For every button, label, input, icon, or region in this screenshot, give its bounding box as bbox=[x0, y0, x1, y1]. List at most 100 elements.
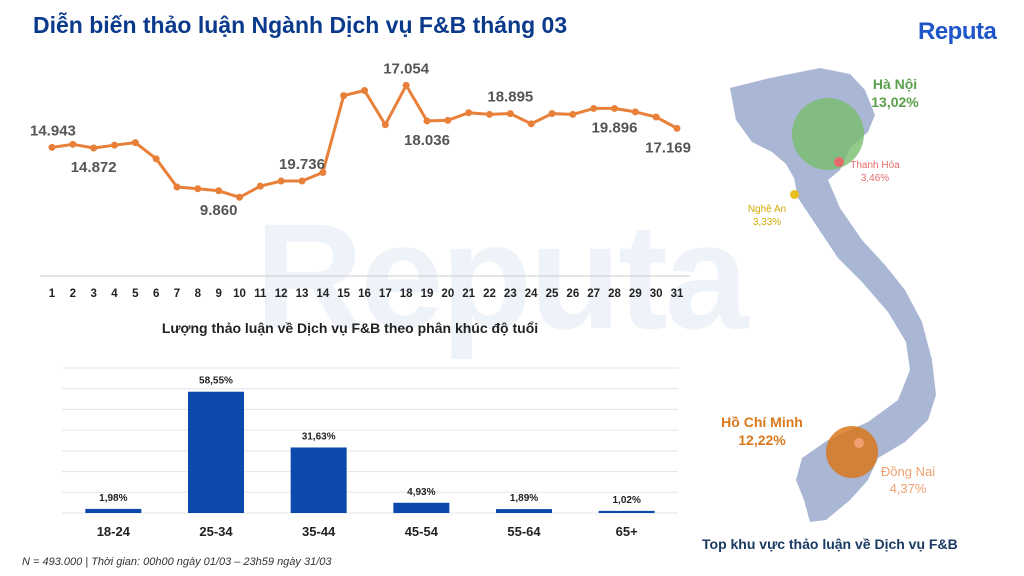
data-point bbox=[131, 139, 139, 147]
data-label: 19.896 bbox=[592, 119, 638, 136]
x-category-label: 45-54 bbox=[405, 524, 439, 539]
nghean-dot bbox=[790, 190, 799, 199]
data-point bbox=[340, 92, 348, 100]
data-label: 9.860 bbox=[200, 202, 238, 219]
x-tick-label: 22 bbox=[483, 288, 496, 300]
dongnai-value: 4,37% bbox=[889, 481, 927, 496]
data-label: 17.169 bbox=[645, 139, 691, 156]
nghean-value: 3,33% bbox=[752, 217, 782, 228]
hcm-value: 12,22% bbox=[738, 432, 786, 448]
x-tick-label: 30 bbox=[650, 288, 663, 300]
x-tick-label: 1 bbox=[49, 288, 56, 300]
data-label: 14.872 bbox=[71, 159, 117, 176]
data-point bbox=[527, 120, 535, 128]
data-point bbox=[381, 121, 389, 129]
x-tick-label: 7 bbox=[174, 288, 180, 300]
thanhhoa-name: Thanh Hóa bbox=[850, 160, 900, 171]
data-point bbox=[298, 177, 306, 185]
x-tick-label: 28 bbox=[608, 288, 621, 300]
x-tick-label: 3 bbox=[90, 288, 96, 300]
data-point bbox=[277, 177, 285, 185]
x-category-label: 18-24 bbox=[97, 524, 131, 539]
age-segment-bar-chart: 1,98% 18-24 58,55% 25-34 31,63% 35-44 4,93% 45-… bbox=[62, 367, 678, 539]
x-tick-label: 24 bbox=[525, 288, 538, 300]
map-region-markers bbox=[700, 60, 1020, 530]
x-category-label: 25-34 bbox=[199, 524, 233, 539]
daily-discussion-line-chart: 1 2 3 4 5 6 7 8 9 10 11 12 13 14 15 16 17 18 19 20 21 22 23 24 2… bbox=[30, 60, 691, 300]
x-tick-label: 31 bbox=[671, 288, 684, 300]
reputa-logo: Reputa bbox=[918, 18, 997, 45]
data-point bbox=[319, 169, 327, 176]
data-point bbox=[611, 104, 618, 112]
data-point bbox=[486, 110, 493, 118]
x-tick-label: 20 bbox=[441, 288, 454, 300]
data-point bbox=[548, 110, 556, 118]
hanoi-value: 13,02% bbox=[871, 94, 919, 110]
bar-value-label: 1,02% bbox=[612, 495, 640, 506]
x-tick-label: 10 bbox=[233, 288, 246, 300]
x-tick-label: 18 bbox=[400, 288, 413, 300]
x-tick-label: 15 bbox=[337, 288, 350, 300]
x-tick-label: 8 bbox=[195, 288, 202, 300]
data-point bbox=[590, 104, 598, 112]
x-tick-label: 23 bbox=[504, 288, 517, 300]
data-point bbox=[152, 155, 160, 163]
data-point bbox=[256, 182, 264, 190]
data-point bbox=[402, 81, 410, 89]
bar-value-label: 1,98% bbox=[99, 493, 127, 504]
data-label: 18.895 bbox=[487, 89, 533, 106]
bar-value-label: 31,63% bbox=[302, 431, 336, 442]
dongnai-dot bbox=[854, 438, 864, 448]
data-point bbox=[506, 110, 514, 118]
bar-value-label: 4,93% bbox=[407, 487, 435, 498]
bar bbox=[393, 502, 450, 513]
footnote: N = 493.000 | Thời gian: 00h00 ngày 01/0… bbox=[22, 556, 332, 568]
hcm-name: Hồ Chí Minh bbox=[721, 414, 803, 430]
x-tick-label: 6 bbox=[153, 288, 159, 300]
x-tick-label: 2 bbox=[70, 288, 76, 300]
x-category-label: 35-44 bbox=[302, 524, 336, 539]
data-label: 18.036 bbox=[404, 132, 450, 149]
x-tick-label: 14 bbox=[316, 288, 329, 300]
data-point bbox=[215, 187, 223, 195]
data-point bbox=[652, 113, 660, 121]
thanhhoa-dot bbox=[834, 157, 844, 167]
hanoi-bubble bbox=[792, 98, 864, 170]
data-point bbox=[173, 183, 181, 191]
data-point bbox=[631, 108, 639, 116]
bar-value-label: 58,55% bbox=[199, 376, 233, 387]
data-point bbox=[236, 193, 243, 201]
bar-value-label: 1,89% bbox=[510, 493, 538, 504]
data-point bbox=[569, 110, 577, 118]
data-point bbox=[90, 144, 98, 152]
bar bbox=[496, 509, 552, 513]
hanoi-name: Hà Nội bbox=[872, 76, 918, 92]
thanhhoa-value: 3,46% bbox=[860, 173, 890, 184]
x-tick-label: 17 bbox=[379, 288, 392, 300]
page-title: Diễn biến thảo luận Ngành Dịch vụ F&B th… bbox=[33, 12, 568, 38]
x-tick-label: 26 bbox=[566, 288, 579, 300]
data-label: 19.736 bbox=[279, 156, 325, 173]
x-tick-label: 5 bbox=[132, 288, 139, 300]
x-tick-label: 12 bbox=[275, 288, 288, 300]
data-point bbox=[69, 140, 77, 148]
hcm-bubble bbox=[826, 426, 878, 478]
x-tick-label: 13 bbox=[296, 288, 309, 300]
data-point bbox=[48, 143, 56, 151]
x-tick-label: 11 bbox=[254, 288, 267, 300]
map-caption: Top khu vực thảo luận về Dịch vụ F&B bbox=[702, 536, 958, 552]
series-line bbox=[51, 83, 678, 199]
x-tick-label: 4 bbox=[111, 288, 118, 300]
x-category-label: 55-64 bbox=[507, 524, 541, 539]
dongnai-name: Đồng Nai bbox=[880, 464, 936, 479]
nghean-name: Nghệ An bbox=[747, 204, 787, 215]
x-tick-label: 27 bbox=[587, 288, 600, 300]
data-label: 17.054 bbox=[383, 60, 430, 77]
x-tick-label: 19 bbox=[421, 288, 434, 300]
data-point bbox=[111, 141, 118, 149]
age-bar-chart-title: Lượng thảo luận về Dịch vụ F&B theo phân… bbox=[161, 320, 539, 336]
data-point bbox=[361, 87, 368, 94]
x-tick-label: 25 bbox=[546, 288, 559, 300]
bar bbox=[188, 391, 244, 513]
x-tick-label: 29 bbox=[629, 288, 642, 300]
